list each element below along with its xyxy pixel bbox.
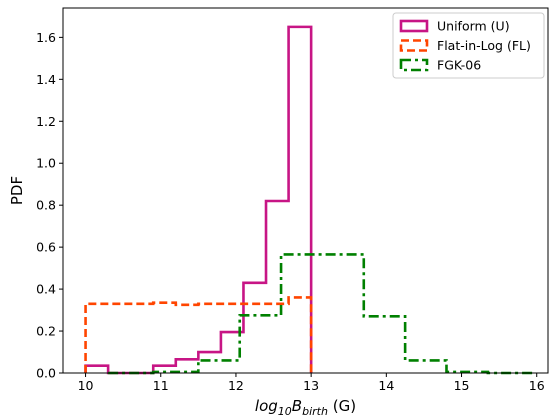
plot-area-frame — [62, 7, 549, 374]
legend-label-1: Uniform (U) — [437, 19, 510, 34]
y-tick-label: 0.6 — [36, 240, 56, 255]
y-tick-label: 0.2 — [36, 324, 56, 339]
axis-ticks: 10 11 12 13 14 15 16 0.0 0.2 0.4 0.6 0.8 1.0 1.2 1.4 1.… — [36, 30, 545, 393]
x-tick-label: 14 — [378, 378, 394, 393]
legend-handle-1 — [399, 19, 429, 33]
y-tick-label: 1.2 — [36, 114, 56, 129]
x-axis-label-base: 10 — [278, 405, 292, 416]
legend-handle-2 — [399, 39, 429, 52]
y-tick-label: 1.4 — [36, 72, 56, 87]
y-tick-label: 0.0 — [36, 366, 56, 381]
x-tick-label: 16 — [529, 378, 545, 393]
x-tick-label: 15 — [454, 378, 470, 393]
series-line-3 — [108, 253, 533, 375]
x-axis-label-prefix: log — [255, 397, 278, 415]
series-layer — [84, 25, 533, 375]
legend-label-3: FGK-06 — [437, 58, 481, 73]
y-tick-label: 1.0 — [36, 156, 56, 171]
x-axis-label-var: B — [292, 397, 302, 415]
x-tick-label: 11 — [153, 378, 169, 393]
y-axis-label: PDF — [8, 176, 26, 205]
legend-label-2: Flat-in-Log (FL) — [437, 38, 531, 53]
x-axis-label-sub: birth — [302, 405, 328, 416]
legend-handle-3 — [399, 58, 429, 72]
y-tick-label: 1.6 — [36, 30, 56, 45]
series-line-2 — [84, 296, 313, 373]
legend-frame — [392, 12, 545, 79]
series-line-1 — [84, 25, 313, 375]
legend: Uniform (U) Flat-in-Log (FL) FGK-06 — [392, 12, 545, 79]
x-tick-label: 10 — [78, 378, 94, 393]
y-tick-label: 0.8 — [36, 198, 56, 213]
x-tick-label: 13 — [303, 378, 319, 393]
x-axis-label-unit: (G) — [328, 397, 356, 415]
y-tick-label: 0.4 — [36, 282, 56, 297]
x-axis-label: log10Bbirth (G) — [255, 397, 356, 416]
x-tick-label: 12 — [228, 378, 244, 393]
